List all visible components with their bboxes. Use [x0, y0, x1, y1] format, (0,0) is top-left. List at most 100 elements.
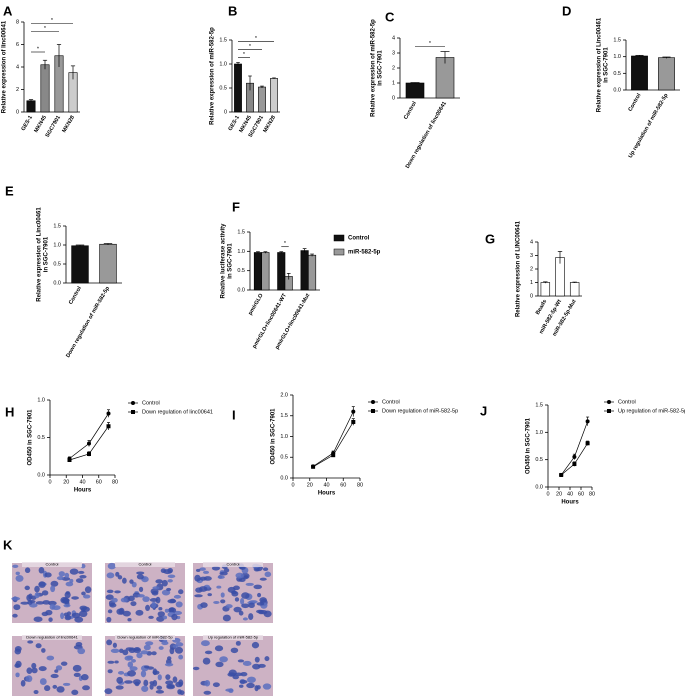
legend-marker [607, 400, 611, 404]
y-tick-label: 1.0 [37, 397, 45, 403]
cell [172, 644, 179, 648]
legend-marker [131, 401, 135, 405]
caption: Down regulation of linc00641 [26, 635, 78, 640]
cell [82, 594, 91, 599]
cell [107, 562, 116, 570]
panel-letter: A [3, 3, 13, 18]
cell [114, 660, 119, 664]
x-tick-label: MKN28 [61, 115, 76, 134]
cell [200, 602, 208, 608]
cell [151, 651, 157, 656]
bar [99, 243, 117, 284]
cell [264, 656, 270, 662]
x-tick-label: 80 [112, 479, 118, 485]
cell [72, 664, 82, 672]
cell [164, 608, 169, 613]
cell [238, 610, 244, 616]
cell [233, 606, 242, 613]
cell [216, 585, 222, 589]
bar [253, 252, 262, 291]
cell [69, 568, 79, 575]
cell [50, 585, 56, 593]
cell [220, 599, 226, 604]
cell [234, 672, 243, 677]
marker [351, 409, 356, 414]
cell [71, 689, 79, 696]
panel-letter: F [232, 199, 240, 214]
cell [178, 654, 184, 660]
cell [167, 567, 173, 574]
cell [12, 564, 19, 569]
marker [572, 462, 577, 467]
cell [173, 594, 181, 599]
bar [569, 282, 580, 297]
cell [48, 617, 53, 622]
cell [84, 586, 92, 594]
cell [235, 572, 244, 579]
cell [219, 656, 228, 663]
cell [15, 672, 20, 678]
cell [56, 576, 64, 581]
cell [50, 673, 59, 679]
cell [240, 671, 248, 677]
bar [234, 63, 242, 113]
significance-label: * [429, 41, 432, 47]
y-tick-label: 0.5 [53, 261, 61, 267]
y-tick-label: 1.0 [53, 242, 61, 248]
cell [215, 661, 224, 668]
y-axis-label: Relative expression of LINC00641 [516, 220, 522, 317]
legend-label: Control [382, 399, 400, 405]
x-tick-label: 20 [556, 491, 562, 497]
marker [331, 453, 336, 458]
bar [71, 245, 89, 284]
cell [81, 591, 86, 596]
cell [203, 570, 210, 574]
bar [277, 252, 286, 291]
cell [220, 592, 225, 598]
caption-bg [22, 562, 82, 567]
cell [120, 597, 128, 603]
cell [172, 676, 178, 683]
cell [238, 684, 244, 688]
cell [39, 678, 47, 685]
cell [137, 594, 145, 598]
caption: Control [46, 562, 59, 567]
cell [160, 568, 167, 574]
cell [256, 685, 261, 690]
y-tick-label: 1.0 [219, 61, 227, 67]
cell [227, 672, 236, 677]
cell [130, 601, 137, 607]
cell [151, 601, 157, 609]
cell [116, 676, 124, 684]
cell [194, 594, 203, 598]
bar [631, 55, 648, 91]
cell [106, 572, 115, 579]
cell [232, 675, 240, 680]
cell [77, 570, 85, 574]
y-tick-label: 0.5 [237, 268, 245, 274]
cell [63, 603, 71, 608]
cell [174, 646, 184, 654]
x-tick-label: Control [68, 285, 83, 305]
significance-label: * [51, 18, 54, 24]
panel-letter: C [385, 9, 395, 24]
panel-letter: D [562, 3, 571, 18]
legend-label: Down regulation of linc00641 [142, 409, 213, 415]
y-tick-label: 1.5 [280, 413, 288, 419]
cell [117, 575, 123, 580]
x-tick-label: GES-1 [21, 115, 34, 132]
cell [213, 600, 220, 604]
cell [35, 643, 42, 649]
y-tick-label: 4 [16, 64, 19, 70]
y-tick-label: 1.0 [280, 434, 288, 440]
caption-bg [22, 635, 82, 640]
y-tick-label: 1.0 [237, 249, 245, 255]
x-tick-label: 60 [96, 479, 102, 485]
y-tick-label: 1.5 [53, 223, 61, 229]
cell [257, 592, 262, 598]
cell [143, 679, 149, 687]
significance-label: * [243, 52, 246, 58]
cell [242, 660, 252, 666]
marker [67, 458, 72, 462]
cell [251, 641, 260, 649]
